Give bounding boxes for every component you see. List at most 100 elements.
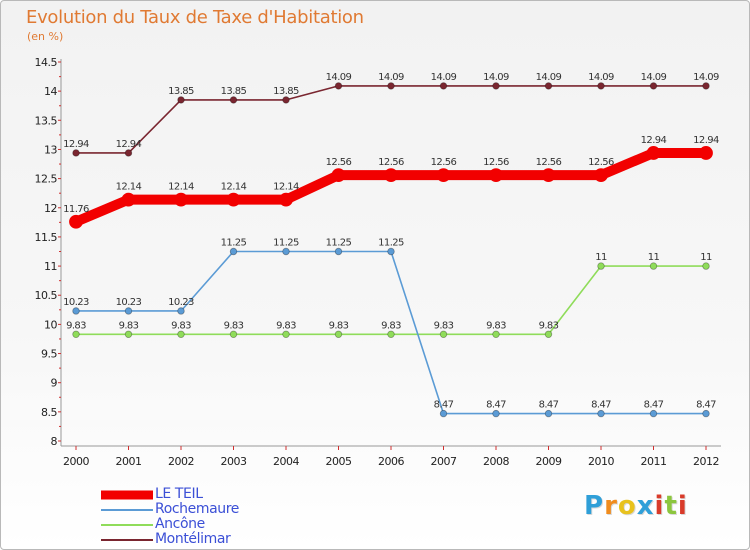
data-point (439, 330, 448, 338)
y-tick-label: 14 (44, 85, 57, 98)
data-label: 11.76 (63, 204, 89, 215)
data-point (387, 82, 395, 90)
data-point (702, 409, 710, 418)
legend-swatch (101, 523, 153, 526)
data-point (649, 82, 658, 90)
y-tick-label: 9.5 (41, 348, 57, 361)
chart-unit: (en %) (27, 30, 64, 43)
proxiti-logo: Proxiti (584, 491, 688, 521)
data-label: 14.09 (693, 72, 719, 83)
data-point (544, 82, 553, 90)
data-label: 9.83 (171, 320, 191, 331)
data-point (597, 409, 605, 418)
data-label: 11.25 (326, 238, 352, 249)
data-label: 12.56 (431, 157, 457, 168)
data-label: 12.14 (273, 182, 299, 193)
x-tick-label: 2008 (483, 455, 509, 468)
logo-letter: x (636, 491, 655, 521)
data-label: 12.94 (693, 135, 719, 146)
data-point (282, 247, 290, 256)
data-label: 12.14 (116, 182, 142, 193)
data-label: 11 (595, 252, 607, 263)
x-tick-label: 2002 (168, 455, 194, 468)
data-point (72, 330, 80, 338)
data-point (541, 168, 556, 183)
data-point (489, 168, 503, 183)
x-tick-label: 2011 (641, 455, 667, 468)
data-point (229, 96, 238, 104)
logo-letter: P (584, 491, 605, 521)
data-point (334, 330, 343, 338)
x-tick-label: 2000 (63, 455, 89, 468)
data-label: 9.83 (224, 320, 244, 331)
data-label: 11.25 (221, 238, 247, 249)
data-point (124, 307, 133, 315)
data-label: 12.56 (588, 157, 614, 168)
data-label: 14.09 (588, 72, 614, 83)
data-point (177, 330, 185, 338)
y-tick-label: 11.5 (35, 231, 58, 244)
data-label: 9.83 (119, 320, 139, 331)
logo-letter: r (604, 491, 618, 521)
chart-title: Evolution du Taux de Taxe d'Habitation (26, 7, 364, 28)
data-point (387, 330, 395, 338)
data-label: 8.47 (591, 400, 611, 411)
data-point (699, 146, 713, 160)
x-tick-label: 2010 (588, 455, 614, 468)
data-point (384, 168, 398, 183)
data-label: 8.47 (539, 400, 559, 411)
data-label: 9.83 (486, 320, 506, 331)
data-point (702, 82, 710, 90)
x-tick-label: 2003 (221, 455, 247, 468)
data-labels: 12.94 12.94 13.85 13.85 13.85 14.09 14.09 14.09… (63, 72, 719, 411)
data-point (124, 330, 133, 338)
data-label: 11 (648, 252, 660, 263)
y-tick-label: 10 (44, 318, 57, 331)
x-tick-label: 2006 (378, 455, 404, 468)
y-tick-label: 10.5 (35, 289, 58, 302)
series-1 (72, 247, 710, 418)
legend-swatch (101, 490, 153, 499)
data-label: 11.25 (273, 238, 299, 249)
legend-swatch (101, 538, 153, 541)
data-label: 11.25 (378, 238, 404, 249)
data-point (282, 330, 290, 338)
series-layer (69, 82, 713, 418)
data-point (334, 247, 343, 256)
data-point (597, 82, 605, 90)
data-point (436, 168, 451, 183)
data-label: 12.56 (483, 157, 509, 168)
chart-axes: 8 8.5 9 9.5 10 10.5 11 11.5 12 12.5 13 13.5 14 14.5 20… (35, 56, 721, 468)
data-label: 14.09 (378, 72, 404, 83)
x-tick-label: 2009 (536, 455, 562, 468)
data-label: 9.83 (329, 320, 349, 331)
data-point (229, 247, 238, 256)
y-tick-label: 8 (51, 435, 58, 448)
data-label: 14.09 (641, 72, 667, 83)
data-point (334, 82, 343, 90)
data-point (229, 330, 238, 338)
x-tick-label: 2012 (693, 455, 719, 468)
series-3 (72, 82, 710, 157)
data-label: 9.83 (276, 320, 296, 331)
data-label: 9.83 (539, 320, 559, 331)
data-label: 12.14 (168, 182, 194, 193)
y-tick-label: 11 (44, 260, 57, 273)
data-point (72, 149, 80, 157)
data-point (597, 262, 605, 270)
data-point (174, 192, 188, 207)
data-point (177, 307, 185, 315)
data-point (439, 82, 448, 90)
data-label: 13.85 (168, 86, 194, 97)
data-point (124, 149, 133, 157)
data-label: 8.47 (486, 400, 506, 411)
data-point (492, 330, 500, 338)
data-point (544, 409, 553, 418)
y-tick-label: 12.5 (35, 173, 58, 186)
data-label: 8.47 (644, 400, 664, 411)
data-label: 12.56 (378, 157, 404, 168)
data-label: 13.85 (221, 86, 247, 97)
legend-label: Montélimar (155, 531, 231, 547)
